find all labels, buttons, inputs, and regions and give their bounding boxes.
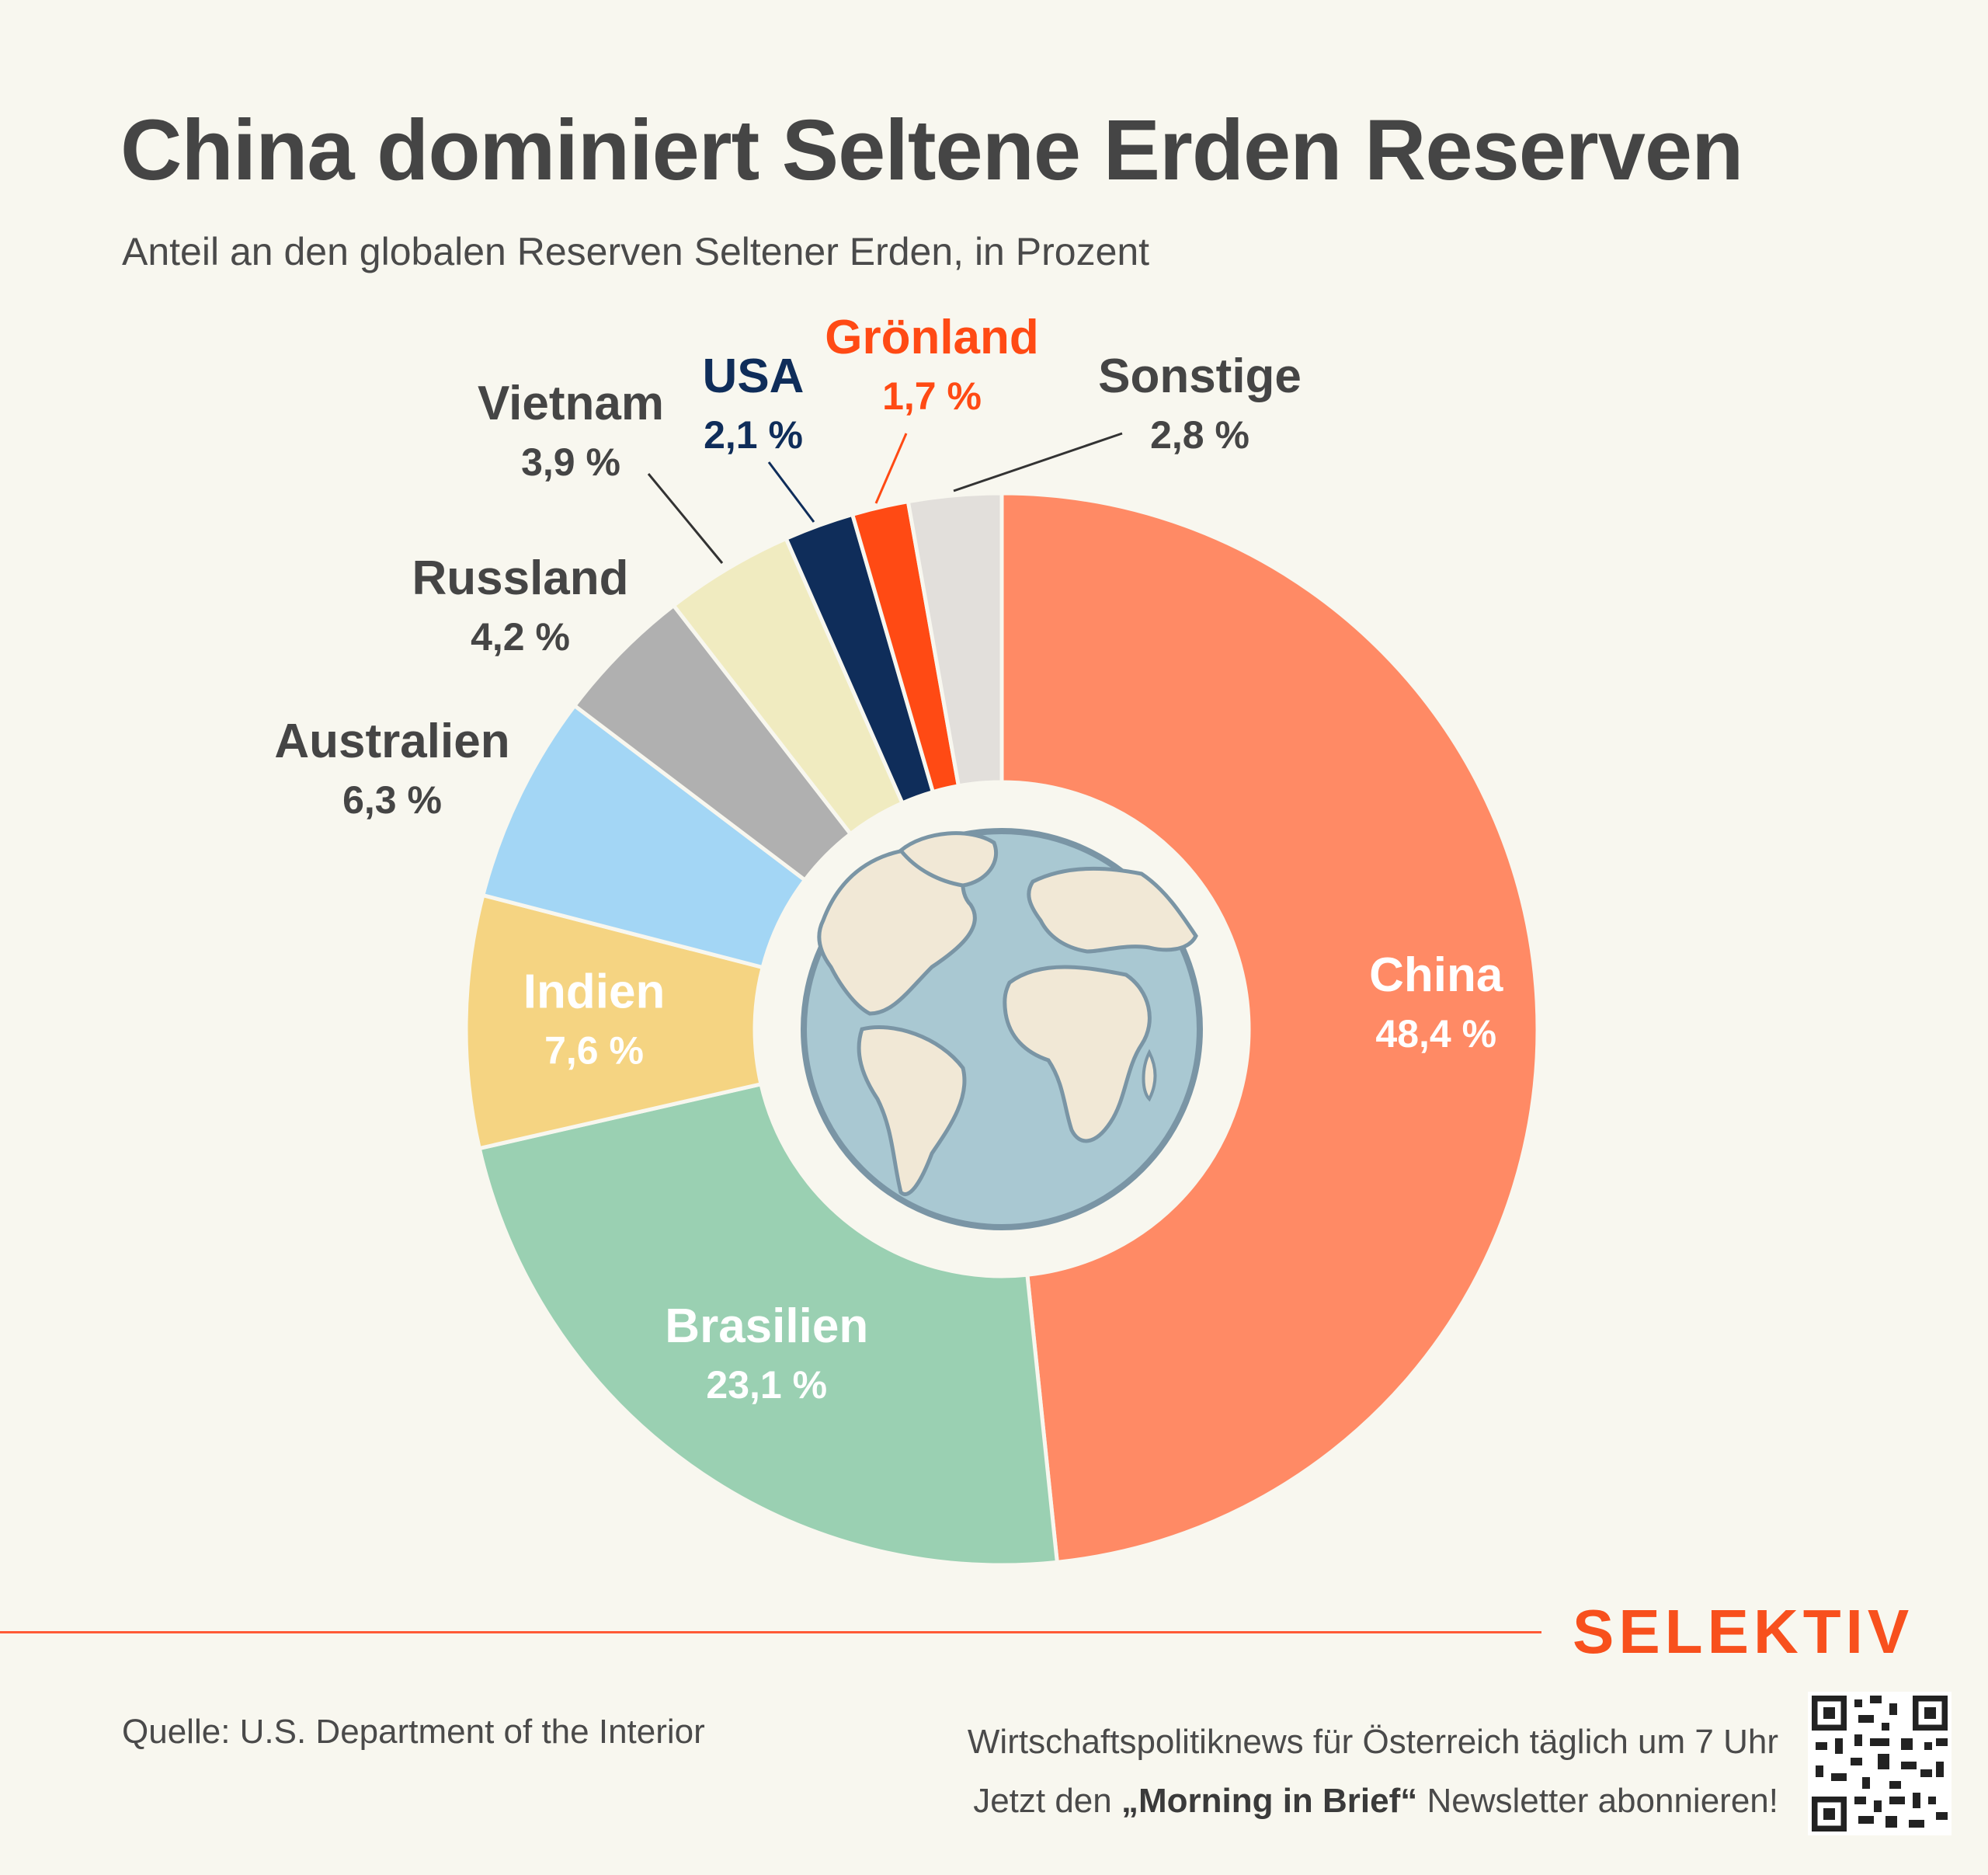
- page-subtitle: Anteil an den globalen Reserven Seltener…: [122, 230, 1150, 273]
- footer-divider: [0, 1631, 1541, 1633]
- slice-value-brasilien: 23,1 %: [706, 1363, 827, 1407]
- globe-icon: [801, 828, 1203, 1230]
- slice-indien: [464, 892, 766, 1151]
- slice-value-sonstige: 2,8 %: [1150, 413, 1249, 457]
- slice-china: [999, 491, 1540, 1565]
- slice-label-brasilien: Brasilien: [665, 1299, 868, 1353]
- slice-sonstige: [905, 491, 1004, 788]
- leader-line-sonstige: [953, 432, 1123, 492]
- promo-pre: Jetzt den: [973, 1782, 1121, 1820]
- brand-logo: SELEKTIV: [1573, 1597, 1914, 1666]
- slice-value-china: 48,4 %: [1375, 1012, 1496, 1056]
- slice-label-russland: Russland: [412, 551, 628, 605]
- page-title: China dominiert Seltene Erden Reserven: [120, 103, 1743, 198]
- slice-value-australien: 6,3 %: [342, 778, 442, 822]
- leader-line-usa: [767, 461, 815, 523]
- promo-post: Newsletter abonnieren!: [1417, 1782, 1779, 1820]
- source-note: Quelle: U.S. Department of the Interior: [122, 1713, 705, 1751]
- slice-label-australien: Australien: [274, 715, 509, 768]
- slice-value-usa: 2,1 %: [704, 413, 803, 457]
- promo-line-2[interactable]: Jetzt den „Morning in Brief“ Newsletter …: [968, 1772, 1778, 1831]
- leader-line-grönland: [874, 433, 908, 504]
- newsletter-promo: Wirtschaftspolitiknews für Österreich tä…: [968, 1713, 1778, 1831]
- slice-value-indien: 7,6 %: [544, 1029, 644, 1073]
- slice-value-grönland: 1,7 %: [882, 374, 982, 418]
- slice-label-indien: Indien: [523, 965, 666, 1019]
- promo-newsletter-name: „Morning in Brief“: [1121, 1782, 1418, 1820]
- slice-label-usa: USA: [703, 350, 805, 403]
- qr-code-icon[interactable]: [1808, 1692, 1952, 1835]
- slice-label-vietnam: Vietnam: [478, 377, 664, 430]
- slice-value-russland: 4,2 %: [471, 615, 570, 659]
- slice-value-vietnam: 3,9 %: [521, 440, 620, 484]
- slice-label-sonstige: Sonstige: [1098, 350, 1302, 403]
- promo-line-1: Wirtschaftspolitiknews für Österreich tä…: [967, 1723, 1778, 1761]
- leader-line-vietnam: [647, 473, 724, 564]
- slice-brasilien: [477, 1081, 1060, 1567]
- slice-label-grönland: Grönland: [825, 311, 1039, 364]
- slice-label-china: China: [1369, 948, 1503, 1002]
